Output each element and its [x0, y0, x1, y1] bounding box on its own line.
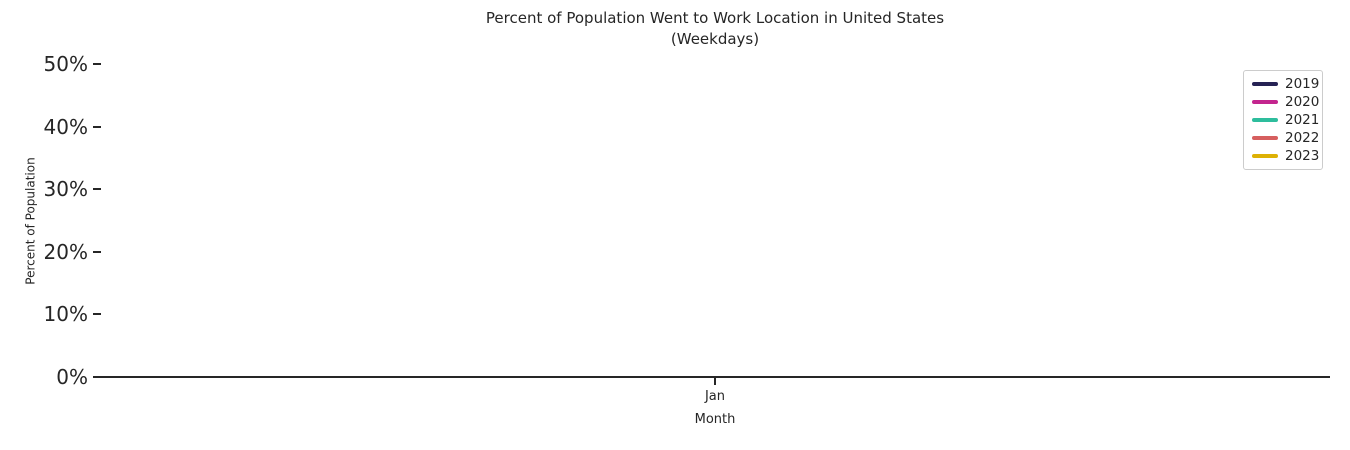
legend-entry-label: 2023: [1285, 148, 1320, 164]
y-tick-mark: [93, 313, 101, 316]
y-tick-label: 20%: [43, 239, 88, 264]
legend-entry: 2020: [1252, 94, 1319, 110]
y-tick-mark: [93, 125, 101, 128]
legend-line-swatch: [1252, 82, 1278, 86]
y-tick-mark: [93, 376, 101, 378]
y-tick-label: 30%: [43, 177, 88, 202]
y-tick-label: 10%: [43, 302, 88, 327]
legend-line-swatch: [1252, 100, 1278, 104]
y-tick-mark: [93, 188, 101, 191]
y-tick-label: 50%: [43, 52, 88, 76]
y-axis-label: Percent of Population: [23, 157, 38, 285]
chart-title-line1: Percent of Population Went to Work Locat…: [485, 9, 945, 27]
x-tick-mark: [714, 378, 716, 385]
legend-entry-label: 2019: [1285, 76, 1320, 92]
legend-entry-label: 2020: [1285, 94, 1320, 110]
y-tick-mark: [93, 63, 101, 65]
x-axis-label: Month: [694, 412, 736, 427]
legend-entry: 2019: [1252, 76, 1319, 92]
x-tick-label: Jan: [704, 389, 726, 404]
legend-line-swatch: [1252, 154, 1278, 158]
chart-title: Percent of Population Went to Work Locat…: [100, 8, 1330, 50]
legend-line-swatch: [1252, 136, 1278, 140]
legend-line-swatch: [1252, 118, 1278, 122]
legend-entry: 2021: [1252, 112, 1319, 128]
y-tick-mark: [93, 250, 101, 253]
x-axis-spine: [100, 376, 1330, 378]
chart-legend: 2019 2020 2021 2022 2023: [1243, 70, 1323, 170]
legend-entry: 2022: [1252, 130, 1319, 146]
y-tick-label: 0%: [56, 365, 88, 389]
y-tick-label: 40%: [43, 114, 88, 139]
legend-entry: 2023: [1252, 148, 1319, 164]
legend-entry-label: 2021: [1285, 112, 1320, 128]
chart-title-line2: (Weekdays): [670, 30, 760, 48]
plot-area: [100, 56, 1330, 376]
legend-entry-label: 2022: [1285, 130, 1320, 146]
